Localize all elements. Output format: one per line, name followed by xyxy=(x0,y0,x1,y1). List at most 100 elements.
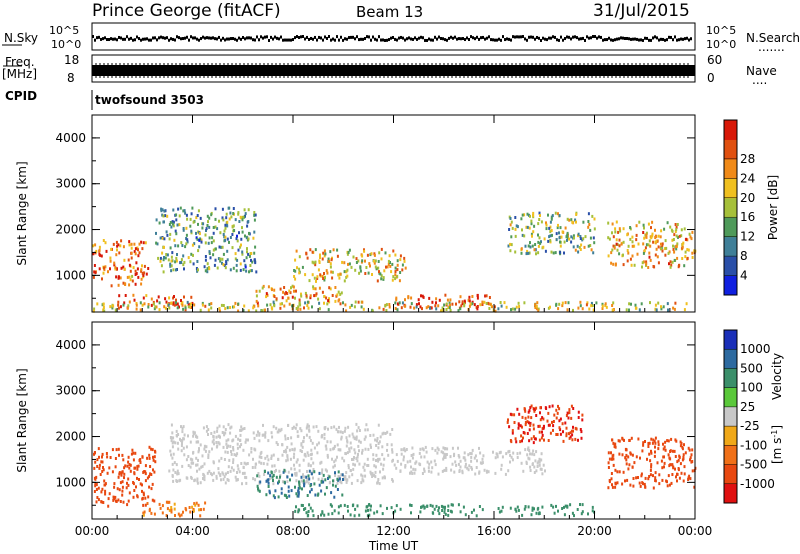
echo-cell xyxy=(565,432,568,436)
echo-cell xyxy=(269,303,272,307)
echo-cell xyxy=(398,301,401,305)
echo-cell xyxy=(192,253,194,257)
echo-cell xyxy=(204,241,207,245)
echo-cell xyxy=(510,308,512,312)
echo-cell xyxy=(112,242,115,246)
echo-cell xyxy=(270,454,273,458)
echo-cell xyxy=(208,236,211,240)
echo-cell xyxy=(413,306,416,310)
echo-cell xyxy=(223,235,226,239)
echo-cell xyxy=(230,452,233,456)
nsky-sample xyxy=(684,37,686,41)
echo-cell xyxy=(430,460,433,464)
echo-cell xyxy=(224,481,227,485)
echo-cell xyxy=(447,513,450,517)
echo-cell xyxy=(183,209,186,213)
echo-cell xyxy=(170,510,173,514)
echo-cell xyxy=(184,308,187,312)
echo-cell xyxy=(114,465,117,469)
echo-cell xyxy=(311,260,314,264)
echo-cell xyxy=(629,237,632,241)
echo-cell xyxy=(625,453,628,457)
nsky-sample xyxy=(616,37,618,41)
nsky-sample xyxy=(334,38,336,42)
echo-cell xyxy=(236,446,239,450)
echo-cell xyxy=(314,248,317,252)
echo-cell xyxy=(647,243,650,247)
echo-cell xyxy=(248,453,251,457)
echo-cell xyxy=(307,481,310,485)
count-axis-top-left: 10^5 xyxy=(49,24,80,37)
echo-cell xyxy=(295,249,298,253)
echo-cell xyxy=(371,472,374,476)
echo-cell xyxy=(189,217,192,221)
echo-cell xyxy=(375,267,378,271)
echo-cell xyxy=(176,253,178,256)
echo-cell xyxy=(648,441,651,445)
echo-cell xyxy=(585,303,588,307)
echo-cell xyxy=(234,475,237,479)
echo-cell xyxy=(622,253,624,257)
nsky-sample xyxy=(122,37,124,41)
echo-cell xyxy=(327,308,330,312)
echo-cell xyxy=(267,439,270,443)
echo-cell xyxy=(522,436,524,440)
echo-cell xyxy=(428,296,431,300)
echo-cell xyxy=(613,244,616,248)
nsky-sample xyxy=(302,35,304,39)
echo-cell xyxy=(304,273,307,277)
echo-cell xyxy=(216,426,219,430)
echo-cell xyxy=(279,429,282,433)
x-tick-label: 08:00 xyxy=(276,524,311,538)
nsky-sample xyxy=(142,37,144,41)
echo-cell xyxy=(98,455,100,459)
echo-cell xyxy=(346,268,349,272)
echo-cell xyxy=(375,444,378,447)
echo-cell xyxy=(219,259,222,263)
echo-cell xyxy=(197,503,200,507)
echo-cell xyxy=(309,294,312,298)
echo-cell xyxy=(592,251,595,255)
echo-cell xyxy=(479,303,482,307)
nsky-sample xyxy=(130,36,132,40)
echo-cell xyxy=(488,307,491,310)
echo-cell xyxy=(532,423,535,427)
echo-cell xyxy=(290,467,293,471)
echo-cell xyxy=(327,477,329,480)
nsky-sample xyxy=(546,38,548,42)
echo-cell xyxy=(234,434,237,438)
nsky-sample xyxy=(296,35,298,39)
echo-cell xyxy=(310,472,313,476)
echo-cell xyxy=(683,472,686,476)
echo-cell xyxy=(325,269,328,273)
nsky-sample xyxy=(116,38,118,42)
echo-cell xyxy=(394,273,397,277)
echo-cell xyxy=(587,220,590,223)
echo-cell xyxy=(652,265,655,268)
echo-cell xyxy=(396,302,399,306)
echo-cell xyxy=(681,445,684,449)
echo-cell xyxy=(432,511,435,515)
echo-cell xyxy=(196,260,199,263)
nsky-sample xyxy=(318,35,320,39)
echo-cell xyxy=(152,468,154,472)
nsky-sample xyxy=(582,36,584,40)
echo-cell xyxy=(192,430,195,434)
echo-cell xyxy=(282,470,285,474)
echo-cell xyxy=(324,492,326,496)
echo-cell xyxy=(132,451,135,455)
echo-cell xyxy=(634,306,637,310)
echo-cell xyxy=(558,214,561,218)
echo-cell xyxy=(672,238,675,241)
echo-cell xyxy=(323,249,326,253)
nsky-sample xyxy=(468,38,470,42)
echo-cell xyxy=(296,458,299,462)
echo-cell xyxy=(530,437,533,441)
echo-cell xyxy=(180,449,183,453)
echo-cell xyxy=(205,425,208,429)
echo-cell xyxy=(252,236,255,240)
echo-cell xyxy=(294,277,297,281)
echo-cell xyxy=(549,431,552,435)
echo-cell xyxy=(249,264,252,267)
echo-cell xyxy=(528,226,531,230)
